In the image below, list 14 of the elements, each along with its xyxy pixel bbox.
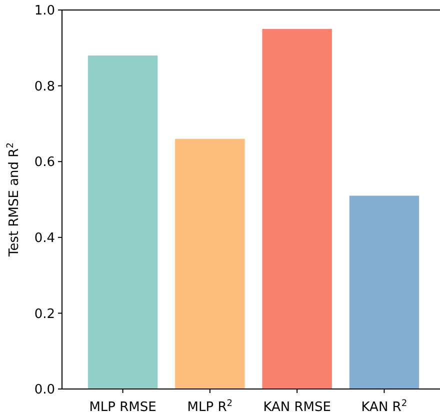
y-tick-label: 0.2	[34, 306, 55, 322]
bar	[349, 196, 420, 389]
y-tick-label: 1.0	[34, 4, 55, 19]
y-tick-label: 0.0	[34, 382, 55, 398]
x-tick-label: MLP RMSE	[89, 400, 156, 415]
y-tick-label: 0.8	[34, 79, 55, 94]
y-tick-label: 0.6	[34, 155, 55, 170]
bar	[262, 28, 332, 389]
x-tick-label: KAN R$^{2}$	[361, 399, 408, 415]
bar	[175, 138, 245, 389]
y-tick-label: 0.4	[34, 230, 55, 246]
x-tick-label: MLP R$^{2}$	[187, 399, 233, 415]
x-tick-label: KAN RMSE	[263, 400, 331, 415]
bar	[88, 55, 158, 389]
